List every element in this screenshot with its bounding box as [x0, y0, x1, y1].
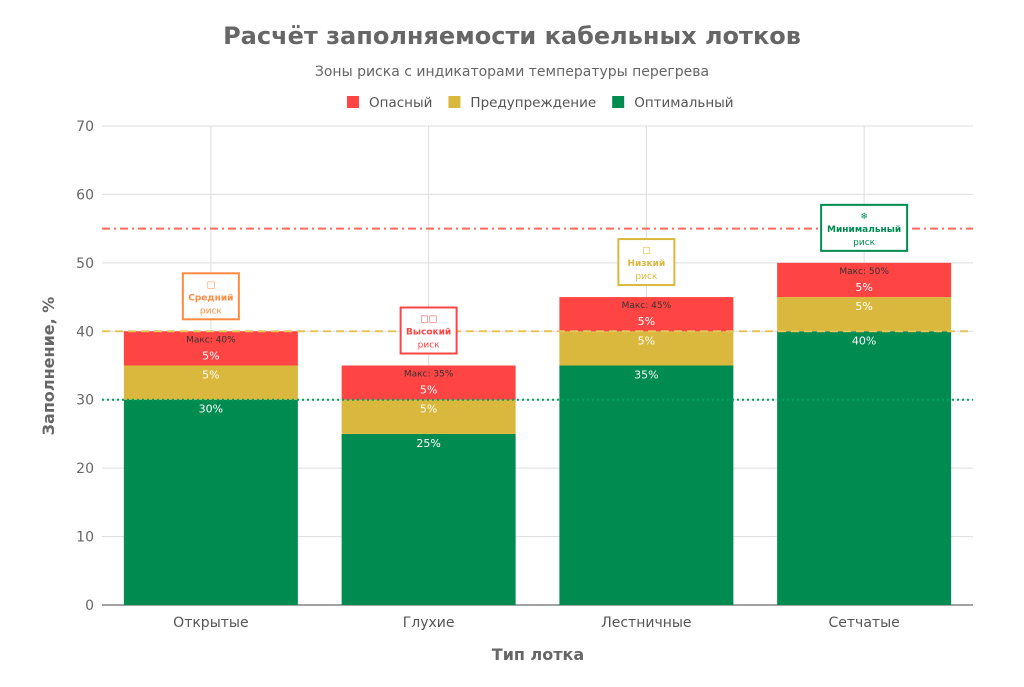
risk-suffix: риск: [418, 341, 441, 351]
risk-icon: □□: [420, 315, 437, 325]
risk-level: Низкий: [627, 259, 665, 269]
x-tick-label: Глухие: [403, 615, 455, 631]
x-tick-label: Открытые: [173, 615, 248, 631]
bar-segment: [341, 365, 516, 400]
bar-segment: [123, 399, 298, 605]
bar-value-label: 5%: [855, 300, 872, 313]
risk-annotation-box: [617, 238, 676, 287]
y-tick-label: 70: [76, 119, 94, 135]
bar-value-label: 30%: [199, 403, 223, 416]
bar-segment: [559, 297, 734, 332]
bar-segment: [777, 331, 952, 605]
max-label: Макс: 50%: [839, 267, 889, 277]
risk-suffix: риск: [200, 306, 223, 316]
risk-annotation-box: [181, 272, 240, 321]
risk-level: Минимальный: [827, 225, 901, 235]
bar-segment: [559, 365, 734, 605]
bar-value-label: 25%: [416, 437, 440, 450]
y-tick-label: 40: [76, 324, 94, 340]
bar-value-label: 40%: [852, 334, 876, 347]
bar-segment: [777, 297, 952, 332]
bar-value-label: 5%: [420, 384, 437, 397]
x-tick-label: Лестничные: [601, 615, 691, 631]
bar-segment: [123, 365, 298, 400]
bar-segment: [559, 331, 734, 366]
legend-swatch: [448, 96, 461, 108]
risk-suffix: риск: [853, 238, 876, 248]
bar-value-label: 5%: [638, 315, 655, 328]
y-axis-label: Заполнение, %: [39, 297, 58, 436]
bar-segment: [341, 433, 516, 605]
risk-suffix: риск: [635, 272, 658, 282]
legend-swatch: [347, 96, 359, 108]
bar-value-label: 5%: [202, 369, 219, 382]
max-label: Макс: 45%: [622, 301, 672, 311]
bar-value-label: 35%: [634, 369, 658, 382]
risk-icon: □: [207, 280, 216, 290]
bar-segment: [123, 331, 298, 366]
risk-level: Средний: [188, 293, 233, 303]
legend-label: Оптимальный: [634, 95, 733, 111]
bar-segment: [777, 262, 952, 298]
max-label: Макс: 35%: [404, 370, 454, 380]
bar-value-label: 5%: [202, 349, 219, 362]
y-tick-label: 10: [76, 530, 94, 546]
risk-level: Высокий: [406, 328, 451, 338]
chart-subtitle: Зоны риска с индикаторами температуры пе…: [315, 64, 709, 80]
legend-label: Опасный: [369, 95, 432, 111]
x-axis-label: Тип лотка: [492, 645, 584, 664]
legend-swatch: [612, 96, 625, 108]
max-label: Макс: 40%: [186, 335, 236, 345]
y-tick-label: 0: [85, 598, 94, 614]
bar-segment: [341, 399, 516, 434]
x-tick-label: Сетчатые: [829, 615, 900, 631]
bar-value-label: 5%: [420, 403, 437, 416]
bar-value-label: 5%: [855, 281, 872, 294]
legend-label: Предупреждение: [470, 95, 596, 111]
risk-icon: ❄: [860, 212, 868, 222]
y-tick-label: 50: [76, 256, 94, 272]
y-tick-label: 30: [76, 393, 94, 409]
y-tick-label: 20: [76, 461, 94, 477]
chart-title: Расчёт заполняемости кабельных лотков: [223, 22, 801, 50]
bar-value-label: 5%: [638, 334, 655, 347]
y-tick-label: 60: [76, 187, 94, 203]
risk-annotation-box: [399, 306, 458, 355]
risk-annotation-box: [820, 203, 909, 252]
risk-icon: □: [642, 246, 651, 256]
